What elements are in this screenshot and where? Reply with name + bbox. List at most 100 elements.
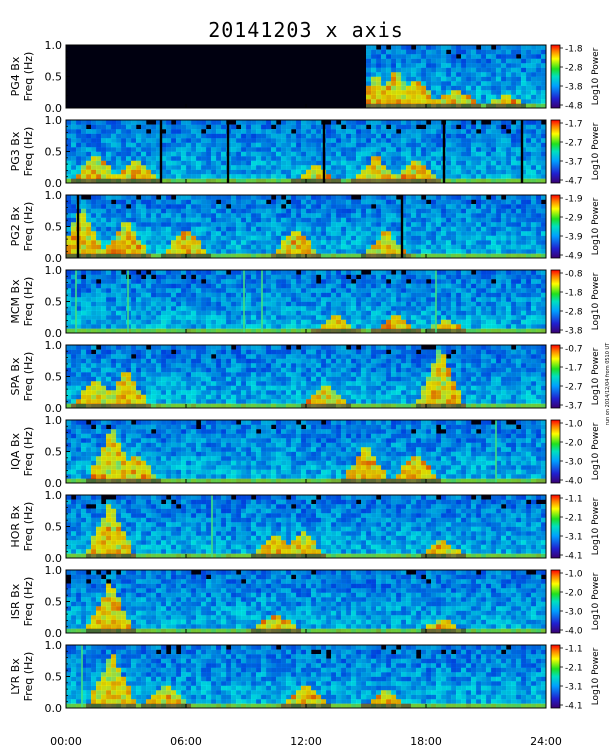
y-axis-label: Freq (Hz): [22, 577, 35, 627]
colorbar-tick-label: -2.1: [565, 514, 583, 524]
colorbar-label: Log10 Power: [591, 197, 601, 255]
colorbar-tick-label: -1.0: [565, 570, 583, 580]
colorbar-tick-label: -3.1: [565, 533, 583, 543]
y-axis-label: Freq (Hz): [22, 202, 35, 252]
y-tick-label: 0.0: [45, 477, 63, 490]
y-axis-label: LYR Bx: [9, 658, 22, 695]
panel-spa: 0.0 0.5 1.0 SPA Bx Freq (Hz) -0.7 -1.7 -2.7 -3.7…: [9, 339, 601, 415]
y-tick-label: 0.0: [45, 627, 63, 640]
x-tick-label: 06:00: [170, 735, 202, 748]
colorbar: [550, 419, 561, 484]
colorbar-tick-label: -3.0: [565, 608, 583, 618]
colorbar: [550, 194, 561, 259]
colorbar-tick-label: -3.0: [565, 458, 583, 468]
colorbar-label: Log10 Power: [591, 47, 601, 105]
y-tick-label: 1.0: [45, 564, 63, 577]
colorbar: [550, 569, 561, 634]
data-gap: [226, 120, 230, 183]
colorbar-tick-label: -3.7: [565, 402, 583, 412]
colorbar-tick-label: -3.8: [565, 327, 583, 337]
y-tick-label: 0.5: [45, 146, 63, 159]
y-tick-label: 0.5: [45, 221, 63, 234]
y-axis-label: Freq (Hz): [22, 652, 35, 702]
colorbar-tick-label: -2.8: [565, 308, 583, 318]
y-tick-label: 0.5: [45, 671, 63, 684]
colorbar-tick-label: -4.8: [565, 102, 583, 112]
broadband-spike: [75, 270, 77, 333]
y-axis-label: HOR Bx: [9, 505, 22, 548]
y-tick-label: 1.0: [45, 264, 63, 277]
y-tick-label: 0.5: [45, 521, 63, 534]
broadband-spike: [495, 420, 497, 483]
colorbar-tick-label: -3.9: [565, 233, 583, 243]
colorbar-label: Log10 Power: [591, 497, 601, 555]
y-tick-label: 0.0: [45, 252, 63, 265]
colorbar-tick-label: -3.7: [565, 158, 583, 168]
page-title: 20141203 x axis: [208, 18, 404, 42]
y-tick-label: 0.0: [45, 702, 63, 715]
colorbar-tick-label: -4.0: [565, 477, 583, 487]
colorbar-tick-label: -4.1: [565, 702, 583, 712]
y-tick-label: 0.0: [45, 102, 63, 115]
colorbar-tick-label: -0.7: [565, 345, 583, 355]
broadband-spike: [211, 495, 213, 558]
data-gap: [159, 120, 163, 183]
colorbar-label: Log10 Power: [591, 647, 601, 705]
colorbar-tick-label: -1.8: [565, 289, 583, 299]
data-gap: [322, 120, 326, 183]
y-tick-label: 0.0: [45, 552, 63, 565]
panel-isr: 0.0 0.5 1.0 ISR Bx Freq (Hz) -1.0 -2.0 -3.0 -4.0…: [9, 564, 601, 640]
y-tick-label: 1.0: [45, 639, 63, 652]
colorbar-tick-label: -1.9: [565, 195, 583, 205]
colorbar-tick-label: -2.0: [565, 439, 583, 449]
colorbar-tick-label: -3.8: [565, 83, 583, 93]
colorbar: [550, 119, 561, 184]
y-tick-label: 0.0: [45, 177, 63, 190]
panel-lyr: 0.0 0.5 1.0 LYR Bx Freq (Hz) -1.1 -2.1 -3.1 -4.1…: [9, 639, 601, 715]
colorbar-label: Log10 Power: [591, 347, 601, 405]
panel-mcm: 0.0 0.5 1.0 MCM Bx Freq (Hz) -0.8 -1.8 -2.8 -3.8…: [9, 264, 601, 340]
data-gap: [520, 120, 524, 183]
broadband-spike: [435, 270, 437, 333]
colorbar-tick-label: -1.8: [565, 45, 583, 55]
y-axis-label: ISR Bx: [9, 583, 22, 619]
colorbar-tick-label: -4.9: [565, 252, 583, 262]
y-axis-label: Freq (Hz): [22, 427, 35, 477]
colorbar-tick-label: -1.7: [565, 364, 583, 374]
data-gap: [442, 120, 446, 183]
y-tick-label: 1.0: [45, 114, 63, 127]
colorbar: [550, 494, 561, 559]
y-axis-label: Freq (Hz): [22, 502, 35, 552]
y-axis-label: Freq (Hz): [22, 52, 35, 102]
panel-pg4: 0.0 0.5 1.0 PG4 Bx Freq (Hz) -1.8 -2.8 -3.8 -4.8…: [9, 39, 601, 115]
colorbar-label: Log10 Power: [591, 422, 601, 480]
colorbar: [550, 344, 561, 409]
panel-iqa: 0.0 0.5 1.0 IQA Bx Freq (Hz) -1.0 -2.0 -3.0 -4.0…: [9, 414, 601, 490]
y-axis-label: SPA Bx: [9, 357, 22, 395]
y-tick-label: 0.0: [45, 327, 63, 340]
x-tick-label: 00:00: [50, 735, 82, 748]
broadband-spike: [127, 270, 129, 333]
panel-hor: 0.0 0.5 1.0 HOR Bx Freq (Hz) -1.1 -2.1 -3.1 -4.1…: [9, 489, 601, 565]
colorbar: [550, 269, 561, 334]
y-tick-label: 1.0: [45, 489, 63, 502]
y-axis-label: PG3 Bx: [9, 131, 22, 171]
panel-pg3: 0.0 0.5 1.0 PG3 Bx Freq (Hz) -1.7 -2.7 -3.7 -4.7…: [9, 114, 601, 190]
colorbar-tick-label: -2.9: [565, 214, 583, 224]
y-axis-label: PG2 Bx: [9, 206, 22, 246]
y-axis-label: Freq (Hz): [22, 127, 35, 177]
broadband-spike: [81, 645, 83, 708]
y-tick-label: 1.0: [45, 339, 63, 352]
colorbar-tick-label: -1.1: [565, 645, 583, 655]
colorbar-label: Log10 Power: [591, 572, 601, 630]
broadband-spike: [261, 270, 263, 333]
colorbar-tick-label: -2.0: [565, 589, 583, 599]
y-tick-label: 0.5: [45, 596, 63, 609]
colorbar: [550, 44, 561, 109]
colorbar-tick-label: -3.1: [565, 683, 583, 693]
side-note: run on 2014/12/04 from 0510 UT: [605, 342, 611, 425]
y-axis-label: Freq (Hz): [22, 352, 35, 402]
y-tick-label: 0.5: [45, 446, 63, 459]
colorbar-tick-label: -4.1: [565, 552, 583, 562]
broadband-spike: [243, 270, 245, 333]
